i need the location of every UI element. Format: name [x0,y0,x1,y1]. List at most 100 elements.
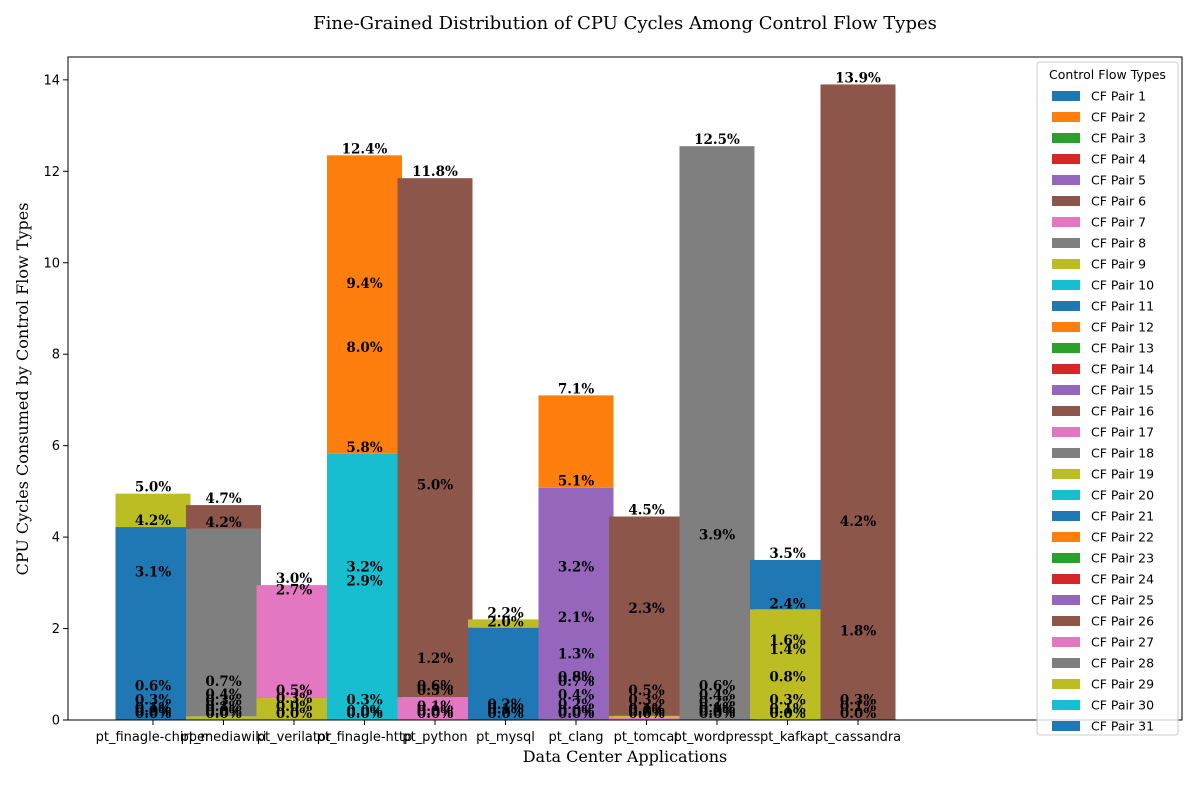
y-tick-label: 0 [52,714,60,729]
x-tick-label: pt_tomcat [614,730,680,745]
x-tick-label: pt_verilator [257,730,332,745]
chart-title: Fine-Grained Distribution of CPU Cycles … [313,13,937,34]
legend-swatch [1052,595,1080,605]
data-label: 0.6% [699,679,735,695]
legend-entry: CF Pair 24 [1091,572,1154,587]
bar-segment [468,627,543,720]
legend-entry: CF Pair 23 [1091,551,1154,566]
data-label: 3.1% [135,564,171,580]
legend-box [1036,61,1179,736]
data-label: 0.0% [346,706,382,722]
legend-entry: CF Pair 27 [1091,635,1154,650]
data-label: 0.0% [205,704,241,720]
x-tick-label: pt_python [402,730,467,745]
legend-swatch [1052,427,1080,437]
legend-entry: CF Pair 14 [1091,362,1154,377]
y-tick-label: 14 [43,73,60,88]
data-label: 0.0% [769,706,805,722]
bar-segment [679,146,755,721]
data-label: 0.5% [276,683,312,699]
legend-swatch [1052,280,1080,290]
data-label: 0.0% [699,706,735,722]
data-label: 0.2% [487,697,523,713]
bar-segment [397,178,473,698]
bar-segment [820,84,896,720]
legend-swatch [1052,553,1080,563]
y-tick-label: 8 [52,348,60,363]
bar-segment [609,715,684,718]
x-tick-label: pt_wordpress [674,730,761,745]
plot-frame [67,56,1183,721]
bar-segment [186,716,261,720]
data-label: 0.0% [135,706,171,722]
data-label: 0.0% [558,706,594,722]
data-label: 0.7% [205,674,241,690]
data-label: 0.3% [135,692,171,708]
data-label: 0.0% [346,704,382,720]
data-label: 11.8% [412,164,458,180]
legend: Control Flow Types CF Pair 1 CF Pair 2 CF P… [1036,61,1179,736]
x-tick-label: pt_clang [548,730,603,745]
data-label: 1.4% [769,642,805,658]
data-label: 3.2% [346,560,382,576]
legend-title: Control Flow Types [1049,67,1166,82]
bar-segment [538,487,614,720]
data-label: 4.5% [628,503,664,519]
bar-segment [538,395,614,488]
legend-swatch [1052,532,1080,542]
bar-segment [327,453,402,720]
legend-swatch [1052,406,1080,416]
legend-swatch [1052,343,1080,353]
data-label: 0.1% [628,701,664,717]
bar-segment [327,155,402,454]
legend-swatch [1052,574,1080,584]
bar-segment [256,698,332,720]
legend-entry: CF Pair 8 [1091,236,1146,251]
data-label: 2.1% [558,610,594,626]
data-label: 7.1% [558,381,594,397]
data-label: 5.0% [417,477,453,493]
data-label: 5.1% [558,474,594,490]
legend-entry: CF Pair 6 [1091,194,1146,209]
data-label: 0.1% [205,699,241,715]
legend-entry: CF Pair 9 [1091,257,1146,272]
legend-swatch [1052,301,1080,311]
x-tick-label: pt_cassandra [815,730,901,745]
legend-entry: CF Pair 25 [1091,593,1154,608]
data-label: 0.0% [205,706,241,722]
data-label: 1.8% [840,624,876,640]
data-label: 0.0% [840,706,876,722]
data-label: 12.4% [342,141,388,157]
legend-entry: CF Pair 12 [1091,320,1154,335]
bar-segment [468,619,543,628]
legend-swatch [1052,385,1080,395]
data-label: 2.2% [487,605,523,621]
legend-swatch [1052,322,1080,332]
data-label: 0.6% [135,679,171,695]
data-label: 1.3% [558,647,594,663]
legend-entry: CF Pair 16 [1091,404,1154,419]
data-label: 0.3% [840,692,876,708]
legend-swatch [1052,721,1080,731]
data-label: 3.5% [769,546,805,562]
data-label: 4.2% [135,513,171,529]
bar-segment [186,505,261,529]
legend-entry: CF Pair 2 [1091,110,1146,125]
data-label: 4.7% [205,491,241,507]
y-tick-label: 4 [52,531,60,546]
data-label: 0.5% [628,683,664,699]
y-axis-label: CPU Cycles Consumed by Control Flow Type… [13,203,32,576]
legend-swatch [1052,133,1080,143]
data-label: 2.0% [487,615,523,631]
y-tick-label: 12 [43,165,60,180]
data-label: 0.8% [558,669,594,685]
data-label: 0.3% [205,693,241,709]
data-label: 0.1% [135,701,171,717]
data-label: 3.9% [699,528,735,544]
legend-swatch [1052,154,1080,164]
legend-entry: CF Pair 21 [1091,509,1154,524]
legend-swatch [1052,364,1080,374]
data-label: 0.1% [487,701,523,717]
data-label: 0.2% [699,695,735,711]
